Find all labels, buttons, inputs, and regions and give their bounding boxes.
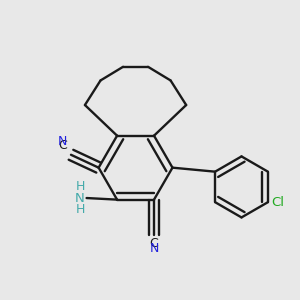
Text: H: H (76, 180, 85, 193)
Text: N: N (57, 135, 67, 148)
Text: N: N (149, 242, 159, 255)
Text: C: C (58, 139, 67, 152)
Text: H: H (76, 203, 85, 216)
Text: N: N (75, 191, 85, 205)
Text: Cl: Cl (271, 196, 284, 209)
Text: C: C (150, 237, 158, 250)
